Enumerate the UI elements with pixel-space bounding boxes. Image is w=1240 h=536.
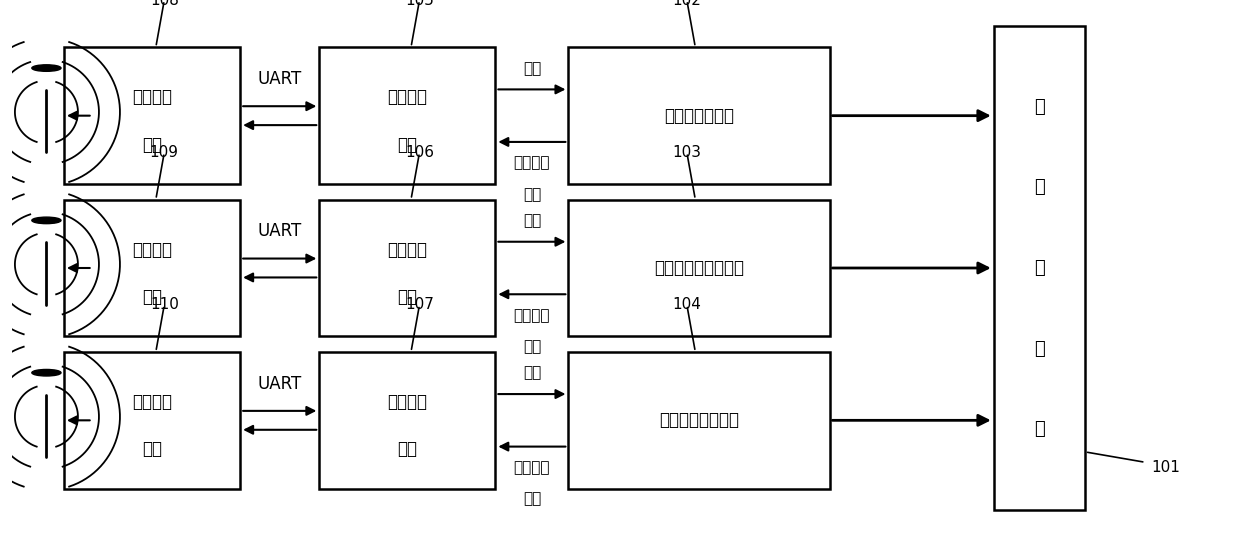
Text: UART: UART: [258, 375, 301, 392]
Text: 模块: 模块: [143, 136, 162, 153]
Bar: [319, 352, 496, 489]
Bar: [568, 352, 830, 489]
Bar: [568, 47, 830, 184]
Text: 中: 中: [1034, 98, 1044, 116]
Bar: [64, 47, 241, 184]
Bar: [64, 352, 241, 489]
Text: 调控: 调控: [523, 366, 541, 381]
Text: 102: 102: [672, 0, 702, 8]
Ellipse shape: [32, 217, 61, 224]
Text: 模块: 模块: [143, 288, 162, 306]
Text: 第二通信: 第二通信: [133, 241, 172, 258]
Text: 器: 器: [1034, 420, 1044, 438]
Text: UART: UART: [258, 222, 301, 240]
Text: 参数采集: 参数采集: [513, 460, 551, 475]
Text: UART: UART: [258, 70, 301, 88]
Text: 监测: 监测: [523, 187, 541, 202]
Bar: [319, 200, 496, 336]
Text: 104: 104: [672, 297, 702, 312]
Text: 106: 106: [405, 145, 434, 160]
Text: 第三控制: 第三控制: [387, 393, 428, 411]
Bar: [64, 200, 241, 336]
Bar: [319, 47, 496, 184]
Ellipse shape: [32, 369, 61, 376]
Text: 108: 108: [150, 0, 179, 8]
Bar: [993, 26, 1085, 510]
Text: 110: 110: [150, 297, 179, 312]
Text: 离子源电压驱动电路: 离子源电压驱动电路: [653, 259, 744, 277]
Text: 加速高压驱动电路: 加速高压驱动电路: [658, 411, 739, 429]
Text: 生: 生: [1034, 339, 1044, 358]
Bar: [568, 200, 830, 336]
Text: 101: 101: [1152, 460, 1180, 475]
Text: 监测: 监测: [523, 339, 541, 354]
Text: 发: 发: [1034, 259, 1044, 277]
Text: 子: 子: [1034, 178, 1044, 197]
Text: 模块: 模块: [143, 440, 162, 458]
Text: 109: 109: [150, 145, 179, 160]
Text: 监测: 监测: [523, 492, 541, 507]
Text: 第一控制: 第一控制: [387, 88, 428, 106]
Text: 107: 107: [405, 297, 434, 312]
Text: 第二控制: 第二控制: [387, 241, 428, 258]
Text: 105: 105: [405, 0, 434, 8]
Text: 第三通信: 第三通信: [133, 393, 172, 411]
Text: 模块: 模块: [397, 440, 418, 458]
Text: 第一通信: 第一通信: [133, 88, 172, 106]
Text: 调控: 调控: [523, 61, 541, 76]
Text: 参数采集: 参数采集: [513, 155, 551, 170]
Text: 调控: 调控: [523, 213, 541, 228]
Text: 模块: 模块: [397, 136, 418, 153]
Text: 参数采集: 参数采集: [513, 308, 551, 323]
Text: 103: 103: [672, 145, 702, 160]
Text: 模块: 模块: [397, 288, 418, 306]
Ellipse shape: [32, 65, 61, 71]
Text: 储气器驱动电路: 储气器驱动电路: [663, 107, 734, 125]
